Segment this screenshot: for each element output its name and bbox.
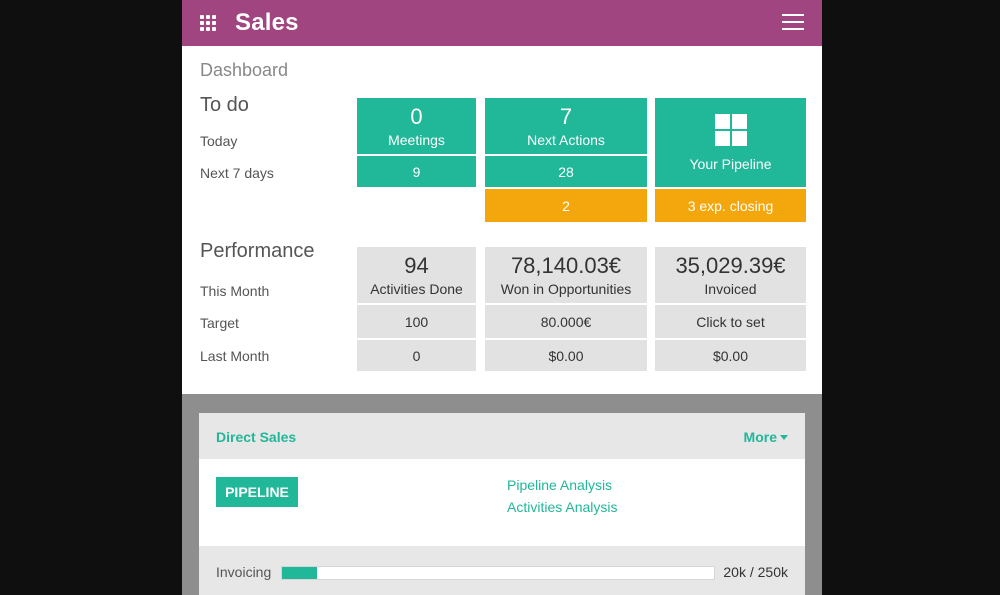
activities-done-value: 94 [404,253,429,278]
activities-analysis-link[interactable]: Activities Analysis [507,499,618,515]
won-opportunities-label: Won in Opportunities [500,281,632,297]
won-opportunities-cell[interactable]: 78,140.03€ Won in Opportunities [485,247,647,303]
direct-sales-card: Direct Sales More PIPELINE Pipeline Anal… [199,413,805,595]
won-target-cell[interactable]: 80.000€ [485,305,647,338]
pipeline-grid-icon [714,113,747,146]
won-target-value: 80.000€ [540,313,592,330]
next-actions-next7-count: 28 [558,163,574,180]
invoiced-last-month-cell: $0.00 [655,340,806,371]
meetings-next7-count: 9 [412,163,421,180]
top-bar: Sales [182,0,822,46]
meetings-label: Meetings [388,132,445,148]
next-actions-next7-cell[interactable]: 28 [485,156,647,187]
invoicing-progress-fill [282,567,317,579]
invoicing-value[interactable]: 20k / 250k [723,564,788,580]
your-pipeline-tile[interactable]: Your Pipeline [655,98,806,187]
app-title: Sales [235,9,299,36]
won-last-month-value: $0.00 [548,347,584,364]
invoiced-target-value: Click to set [696,313,765,330]
invoicing-row: Invoicing 20k / 250k [199,546,805,595]
row-label-target: Target [200,315,239,331]
invoiced-target-cell[interactable]: Click to set [655,305,806,338]
invoiced-value: 35,029.39€ [675,253,786,278]
meetings-today-count: 0 [410,104,423,129]
next-actions-label: Next Actions [527,132,605,148]
row-label-last-month: Last Month [200,348,270,364]
pipeline-analysis-link[interactable]: Pipeline Analysis [507,477,613,493]
meetings-today-cell[interactable]: 0 Meetings [357,98,476,154]
next-actions-overdue-count: 2 [562,197,570,214]
won-opportunities-value: 78,140.03€ [510,253,622,278]
row-label-this-month: This Month [200,283,270,299]
activities-last-month-value: 0 [412,347,421,364]
sales-app: Sales Dashboard To do Today Next 7 days … [182,0,822,595]
sales-team-panel: Direct Sales More PIPELINE Pipeline Anal… [182,394,822,595]
breadcrumb[interactable]: Dashboard [200,60,289,80]
meetings-next7-cell[interactable]: 9 [357,156,476,187]
your-pipeline-label: Your Pipeline [689,155,772,172]
row-label-today: Today [200,133,238,149]
row-label-next-7-days: Next 7 days [200,165,274,181]
next-actions-today-cell[interactable]: 7 Next Actions [485,98,647,154]
expected-closing-cell[interactable]: 3 exp. closing [655,189,806,222]
more-label: More [743,429,777,445]
activities-done-cell[interactable]: 94 Activities Done [357,247,476,303]
direct-sales-title[interactable]: Direct Sales [216,429,297,445]
activities-last-month-cell: 0 [357,340,476,371]
card-header: Direct Sales More [199,413,805,459]
performance-title: Performance [200,240,315,262]
invoiced-label: Invoiced [704,281,757,297]
activities-done-label: Activities Done [370,281,463,297]
invoiced-cell[interactable]: 35,029.39€ Invoiced [655,247,806,303]
hamburger-menu-icon[interactable] [782,14,804,30]
apps-grid-icon[interactable] [200,15,218,31]
invoiced-last-month-value: $0.00 [712,347,749,364]
next-actions-overdue-cell[interactable]: 2 [485,189,647,222]
todo-title: To do [200,94,249,116]
caret-down-icon [780,435,788,440]
pipeline-button[interactable]: PIPELINE [216,477,298,507]
won-last-month-cell: $0.00 [485,340,647,371]
next-actions-today-count: 7 [559,104,573,129]
more-dropdown[interactable]: More [744,429,788,445]
activities-target-value: 100 [404,313,429,330]
activities-target-cell[interactable]: 100 [357,305,476,338]
invoicing-label: Invoicing [216,564,272,580]
expected-closing-label: 3 exp. closing [687,197,774,214]
invoicing-progress-bar [281,566,715,580]
